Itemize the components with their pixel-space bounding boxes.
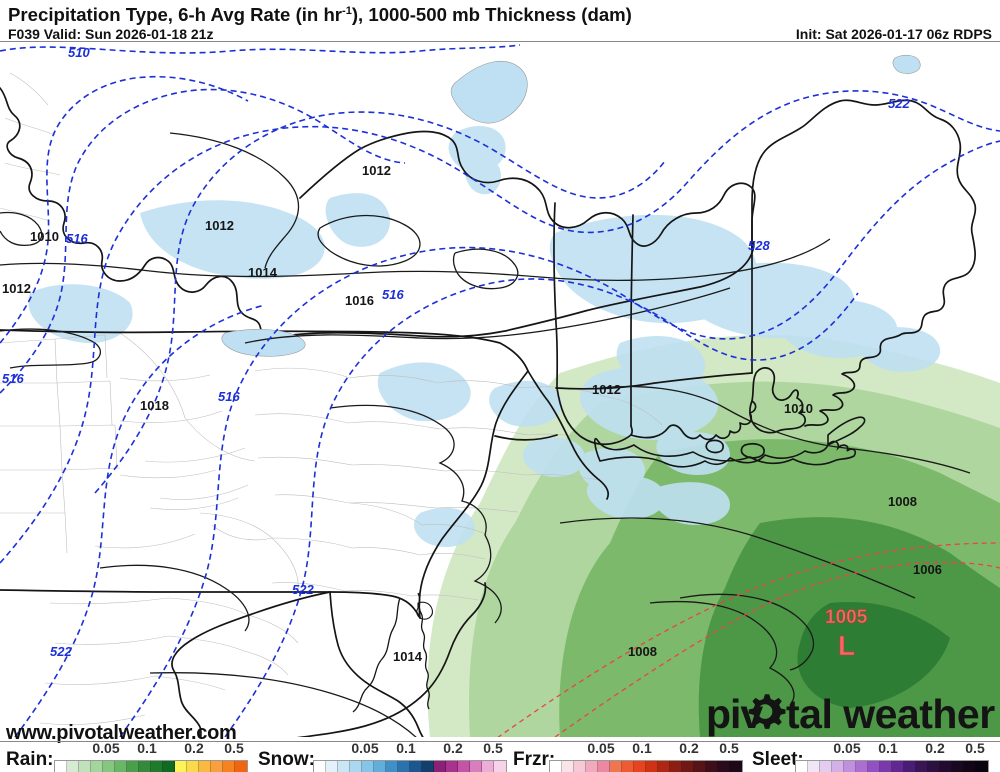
- svg-text:1008: 1008: [888, 494, 917, 509]
- svg-text:1005: 1005: [825, 607, 868, 628]
- svg-text:1014: 1014: [248, 265, 278, 280]
- svg-text:1012: 1012: [2, 281, 31, 296]
- svg-text:1008: 1008: [628, 644, 657, 659]
- svg-text:516: 516: [382, 287, 404, 302]
- svg-text:1010: 1010: [784, 401, 813, 416]
- svg-text:1006: 1006: [913, 562, 942, 577]
- svg-text:516: 516: [2, 371, 24, 386]
- svg-text:L: L: [838, 630, 855, 661]
- svg-text:1016: 1016: [345, 293, 374, 308]
- svg-text:522: 522: [888, 96, 910, 111]
- svg-text:510: 510: [68, 45, 90, 60]
- svg-text:516: 516: [218, 389, 240, 404]
- svg-text:1012: 1012: [592, 382, 621, 397]
- svg-text:tal weather: tal weather: [786, 691, 995, 737]
- svg-text:1018: 1018: [140, 398, 169, 413]
- svg-text:1012: 1012: [205, 218, 234, 233]
- svg-text:522: 522: [292, 582, 314, 597]
- svg-text:1014: 1014: [393, 649, 423, 664]
- svg-text:516: 516: [66, 231, 88, 246]
- svg-text:1010: 1010: [30, 229, 59, 244]
- svg-text:528: 528: [748, 238, 770, 253]
- svg-text:1012: 1012: [362, 163, 391, 178]
- svg-text:522: 522: [50, 644, 72, 659]
